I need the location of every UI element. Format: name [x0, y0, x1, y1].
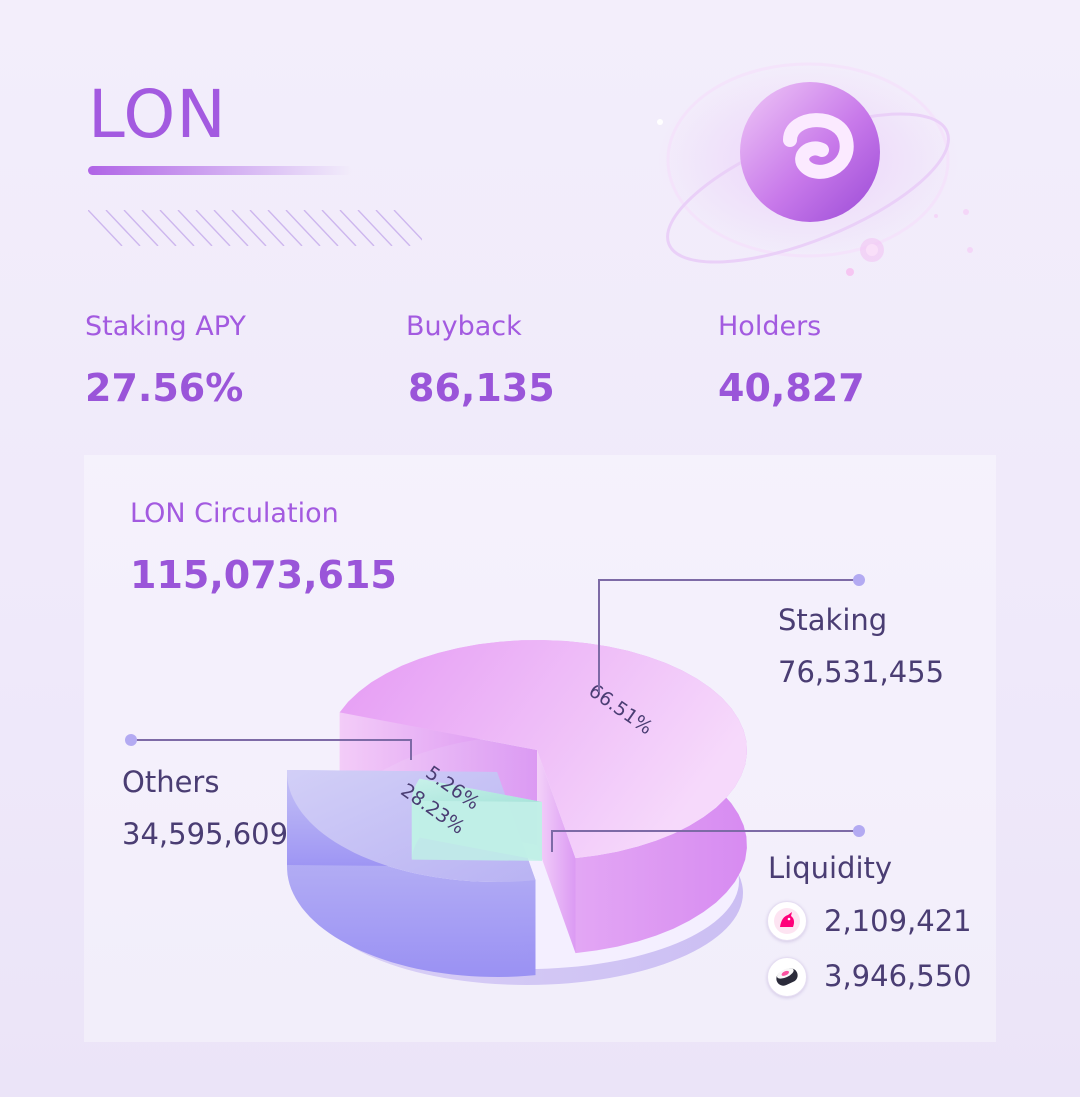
legend-staking-value: 76,531,455	[778, 655, 945, 689]
hatch-line	[105, 210, 141, 246]
legend-liquidity-name: Liquidity	[768, 851, 893, 885]
legend-others-value: 34,595,609	[122, 817, 289, 851]
hatch-line	[123, 210, 159, 246]
legend-others-name: Others	[122, 765, 220, 799]
leader-dot-liquidity	[853, 825, 865, 837]
hatch-decoration	[88, 210, 422, 246]
buyback-value: 86,135	[408, 366, 555, 410]
hatch-line	[177, 210, 213, 246]
staking-apy-value: 27.56%	[85, 366, 244, 410]
buyback-label: Buyback	[406, 311, 522, 342]
hatch-line	[393, 210, 422, 241]
staking-apy-label: Staking APY	[85, 311, 246, 342]
holders-label: Holders	[718, 311, 822, 342]
hatch-line	[213, 210, 249, 246]
leader-dot-others	[125, 734, 137, 746]
legend-staking-name: Staking	[778, 603, 888, 637]
pie-slice-top	[411, 778, 542, 802]
title-underline	[88, 166, 352, 175]
hatch-line	[285, 210, 321, 246]
pie-slice-top	[339, 640, 747, 859]
leader-line-staking	[598, 579, 859, 692]
circulation-label: LON Circulation	[130, 498, 339, 529]
hatch-line	[231, 210, 267, 246]
sushiswap-sushi-icon	[767, 957, 807, 997]
hatch-line	[375, 210, 411, 246]
hatch-line	[159, 210, 195, 246]
hatch-line	[88, 210, 123, 246]
uniswap-unicorn-icon	[767, 901, 807, 941]
legend-uniswap-value: 2,109,421	[824, 904, 972, 938]
pie-slice-liquidity	[411, 778, 542, 861]
page-title: LON	[88, 76, 227, 153]
hatch-line	[339, 210, 375, 246]
circulation-value: 115,073,615	[130, 553, 397, 597]
leader-line-liquidity	[551, 830, 859, 852]
leader-dot-staking	[853, 574, 865, 586]
pie-slice-side	[287, 770, 536, 977]
lon-planet-logo	[657, 62, 973, 276]
pie-slice-wall	[537, 750, 576, 954]
leader-line-others	[131, 739, 412, 760]
hatch-line	[357, 210, 393, 246]
hatch-line	[267, 210, 303, 246]
hatch-line	[321, 210, 357, 246]
hatch-line	[141, 210, 177, 246]
hatch-line	[249, 210, 285, 246]
holders-value: 40,827	[718, 366, 865, 410]
legend-sushiswap-value: 3,946,550	[824, 959, 972, 993]
hatch-line	[303, 210, 339, 246]
hatch-line	[195, 210, 231, 246]
